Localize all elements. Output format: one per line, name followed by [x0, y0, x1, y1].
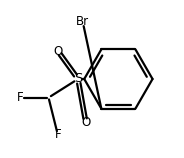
- Text: O: O: [53, 45, 63, 58]
- Text: S: S: [74, 73, 82, 85]
- Text: O: O: [81, 116, 90, 129]
- Text: F: F: [54, 128, 61, 141]
- Text: F: F: [17, 91, 24, 104]
- Text: Br: Br: [76, 15, 89, 28]
